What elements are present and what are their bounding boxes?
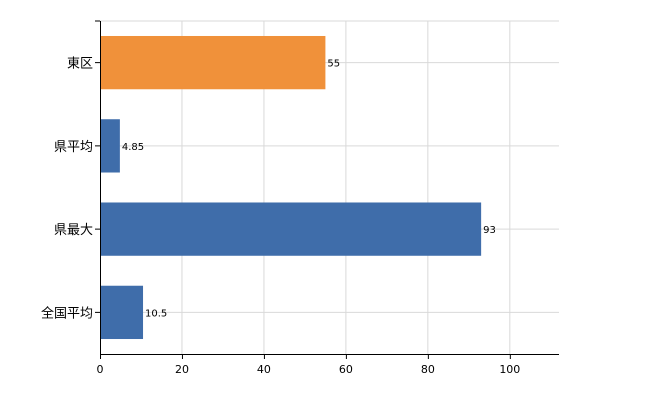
- bars: [100, 35, 482, 340]
- bar-2: [100, 202, 482, 256]
- bar-3: [100, 285, 144, 340]
- data-label-1: 4.85: [122, 142, 144, 153]
- bar-0: [100, 35, 326, 90]
- axes: [95, 20, 559, 359]
- category-label-1: 県平均: [54, 140, 93, 155]
- x-tick-label-5: 100: [499, 363, 520, 376]
- data-label-0: 55: [327, 59, 340, 70]
- data-label-2: 93: [483, 225, 496, 236]
- data-label-3: 10.5: [145, 308, 167, 319]
- x-tick-label-1: 20: [175, 363, 189, 376]
- x-tick-label-2: 40: [257, 363, 271, 376]
- category-label-3: 全国平均: [41, 305, 93, 321]
- x-tick-label-0: 0: [97, 363, 104, 376]
- category-label-2: 県最大: [54, 223, 93, 238]
- category-label-0: 東区: [67, 56, 93, 72]
- x-tick-label-4: 80: [421, 363, 435, 376]
- bar-1: [100, 119, 120, 173]
- x-tick-label-3: 60: [339, 363, 353, 376]
